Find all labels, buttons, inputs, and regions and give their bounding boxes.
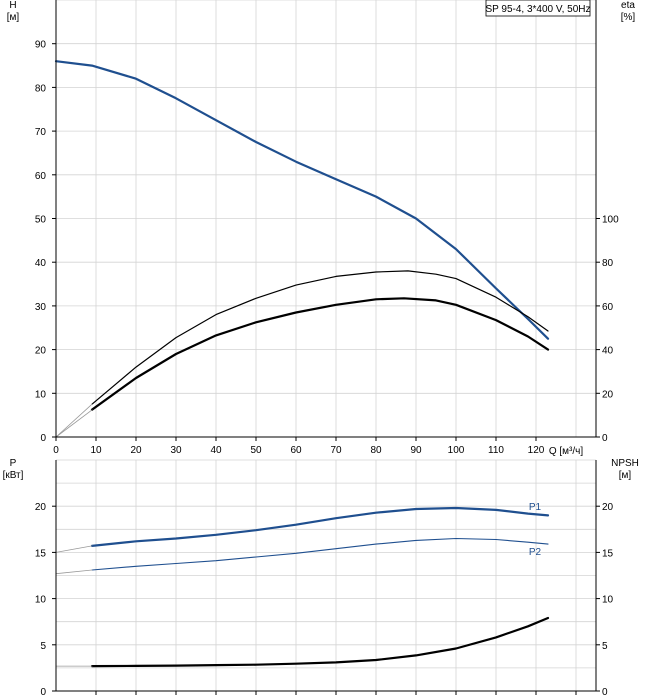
legend-box-label: SP 95-4, 3*400 V, 50Hz <box>485 4 590 15</box>
series-line-0-2 <box>90 297 550 411</box>
left-tick-label: 5 <box>40 641 46 652</box>
top-left-axis-name: H <box>9 0 16 11</box>
x-tick-label: 70 <box>330 445 342 456</box>
right-tick-label: 15 <box>602 548 614 559</box>
x-tick-label: 110 <box>488 445 504 456</box>
legend-box <box>485 0 591 17</box>
right-tick-label: 10 <box>602 595 614 606</box>
right-tick-label: 60 <box>602 302 614 313</box>
x-tick-label: 100 <box>448 445 465 456</box>
left-tick-label: 20 <box>35 502 47 513</box>
top-right-axis-name: eta <box>621 0 635 11</box>
x-tick-label: 20 <box>130 445 142 456</box>
right-tick-label: 80 <box>602 258 614 269</box>
right-tick-label: 5 <box>602 641 608 652</box>
left-tick-label: 10 <box>35 595 47 606</box>
series-line-0-1 <box>91 270 549 405</box>
right-tick-label: 0 <box>602 687 608 698</box>
left-tick-label: 50 <box>35 215 47 226</box>
x-tick-label: 30 <box>170 445 182 456</box>
x-tick-label: 10 <box>90 445 102 456</box>
series-line-1-4 <box>90 616 550 668</box>
left-tick-label: 10 <box>35 389 47 400</box>
right-tick-label: 0 <box>602 433 608 444</box>
left-tick-label: 90 <box>35 40 47 51</box>
series-line-p2 <box>91 537 549 571</box>
right-tick-label: 40 <box>602 346 614 357</box>
bottom-right-axis-name: NPSH <box>611 458 639 469</box>
x-tick-label: 0 <box>53 445 59 456</box>
right-tick-label: 100 <box>602 215 619 226</box>
series-line-0-0 <box>54 60 550 340</box>
right-tick-label: 20 <box>602 389 614 400</box>
series-label-p2: P2 <box>529 547 542 558</box>
left-tick-label: 0 <box>40 433 46 444</box>
x-tick-label: 40 <box>210 445 222 456</box>
series-label-p1: P1 <box>529 502 542 513</box>
bottom-left-axis-unit: [кВт] <box>3 470 24 481</box>
x-tick-label: 120 <box>528 445 545 456</box>
series-line-1-2 <box>55 545 93 553</box>
series-layer <box>54 60 550 668</box>
bottom-right-axis-unit: [м] <box>619 470 632 481</box>
left-tick-label: 0 <box>40 687 46 698</box>
left-tick-label: 70 <box>35 127 47 138</box>
frame-layer <box>52 0 600 695</box>
bottom-left-axis-name: P <box>10 458 17 469</box>
left-tick-label: 20 <box>35 346 47 357</box>
left-tick-label: 80 <box>35 83 47 94</box>
grid-layer <box>56 0 596 691</box>
top-left-axis-unit: [м] <box>7 12 20 23</box>
series-line-1-3 <box>55 569 93 575</box>
left-tick-label: 40 <box>35 258 47 269</box>
series-line-p1 <box>90 506 550 547</box>
left-tick-label: 15 <box>35 548 47 559</box>
x-tick-label: 60 <box>290 445 302 456</box>
x-tick-label: 90 <box>410 445 422 456</box>
left-tick-label: 60 <box>35 171 47 182</box>
x-tick-label: 80 <box>370 445 382 456</box>
series-line-0-3 <box>55 403 93 438</box>
x-axis-label: Q [м³/ч] <box>549 446 584 457</box>
label-layer: H [м] eta [%] SP 95-4, 3*400 V, 50Hz Q [… <box>3 0 639 698</box>
left-tick-label: 30 <box>35 302 47 313</box>
right-tick-label: 20 <box>602 502 614 513</box>
top-right-axis-unit: [%] <box>621 12 636 23</box>
series-line-0-4 <box>55 409 93 438</box>
x-tick-label: 50 <box>250 445 262 456</box>
